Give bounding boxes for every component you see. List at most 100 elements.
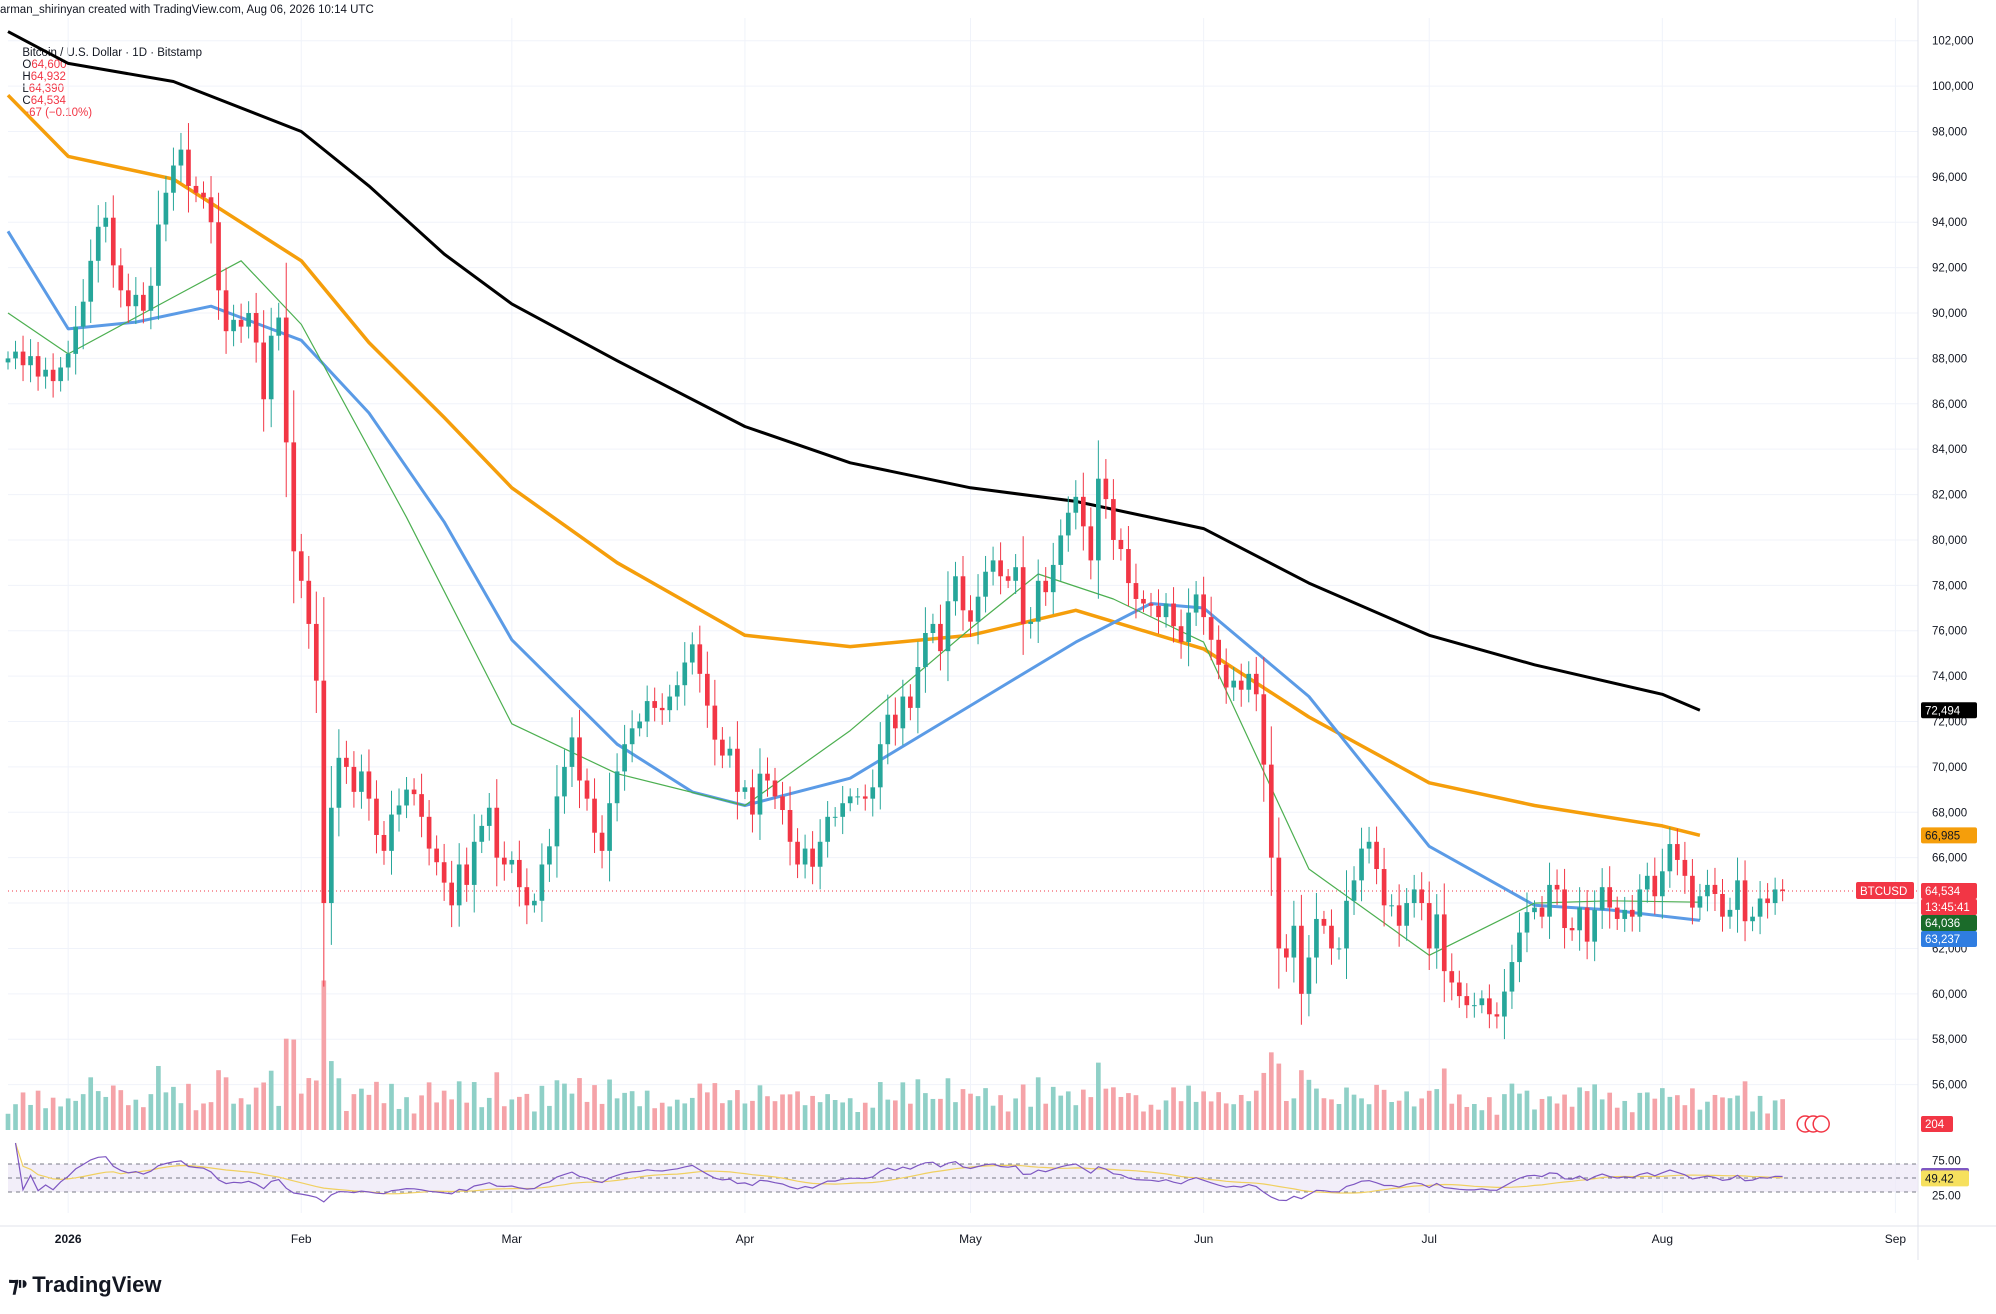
volume-bar	[712, 1083, 718, 1130]
volume-bar	[246, 1104, 251, 1130]
volume-bar	[599, 1103, 605, 1130]
volume-bar	[584, 1101, 590, 1130]
volume-bar	[870, 1107, 876, 1130]
volume-bar	[1449, 1103, 1455, 1130]
candle-body	[58, 367, 63, 382]
candle-body	[704, 673, 710, 706]
volume-bar	[1231, 1104, 1237, 1130]
volume-bar	[562, 1083, 567, 1130]
volume-bar	[1532, 1109, 1537, 1130]
volume-bar	[231, 1103, 236, 1130]
candle-body	[607, 803, 612, 851]
candle-body	[682, 662, 688, 686]
candle-body	[344, 757, 349, 767]
candle-body	[945, 601, 951, 652]
candle-body	[276, 317, 282, 336]
tradingview-logo[interactable]: ⁊⁍ TradingView	[8, 1272, 161, 1298]
volume-bar	[1411, 1106, 1417, 1130]
volume-bar	[1253, 1090, 1259, 1130]
ticker-label-bg	[1856, 881, 1914, 899]
x-tick-label: Sep	[1885, 1232, 1907, 1246]
candle-body	[1178, 626, 1184, 643]
volume-bar	[374, 1081, 379, 1130]
candle-body	[298, 551, 304, 581]
volume-bar	[411, 1113, 417, 1130]
price-labels: 52.8449.4272,49466,98564,53413:45:4164,0…	[1796, 702, 1977, 1187]
volume-bar	[1261, 1072, 1267, 1130]
x-tick-label: Jun	[1194, 1232, 1213, 1246]
event-flag-icon[interactable]	[1812, 1115, 1830, 1133]
candle-body	[1712, 884, 1718, 894]
x-tick-label: Mar	[501, 1232, 522, 1246]
candle-body	[712, 705, 718, 740]
candle-body	[1148, 603, 1154, 606]
volume-bar	[1562, 1094, 1567, 1130]
price-axis[interactable]: 56,00058,00060,00062,00064,00066,00068,0…	[1932, 36, 1974, 1203]
candle-body	[1314, 918, 1319, 958]
volume-bar	[141, 1107, 146, 1130]
candle-body	[900, 696, 906, 729]
volume-bar	[1614, 1107, 1620, 1130]
candle-body	[88, 260, 94, 302]
candle-body	[1614, 907, 1620, 919]
price-label-bg	[1921, 882, 1977, 899]
y-tick-label: 82,000	[1932, 490, 1967, 502]
volume-bar	[727, 1100, 733, 1130]
y-tick-label: 78,000	[1932, 580, 1967, 592]
candle-body	[780, 796, 785, 811]
candle-body	[592, 798, 597, 833]
volume-bar	[1028, 1106, 1034, 1130]
candle-body	[1238, 680, 1244, 690]
candle-body	[584, 780, 590, 799]
y-tick-label: 72,000	[1932, 717, 1967, 729]
volume-bar	[1193, 1101, 1199, 1130]
volume-bar	[1735, 1095, 1740, 1130]
volume-bar	[5, 1113, 11, 1130]
candle-body	[1223, 664, 1229, 688]
volume-bar	[110, 1085, 116, 1130]
y-tick-label: 80,000	[1932, 535, 1967, 547]
x-tick-label: May	[959, 1232, 982, 1246]
candle-body	[486, 807, 492, 826]
candle-body	[1667, 844, 1673, 872]
volume-bar	[178, 1103, 184, 1130]
volume-bar	[968, 1093, 973, 1130]
candle-body	[832, 816, 838, 818]
price-label: 66,985	[1925, 830, 1960, 842]
candle-body	[186, 149, 191, 186]
volume-bar	[1682, 1105, 1688, 1130]
volume-bar	[1426, 1090, 1432, 1130]
candle-body	[329, 807, 334, 904]
candle-body	[1231, 680, 1237, 688]
candle-body	[201, 192, 206, 198]
volume-bar	[1314, 1088, 1319, 1130]
candle-body	[441, 862, 447, 883]
volume-bar	[1772, 1100, 1778, 1130]
volume-bar	[953, 1102, 958, 1130]
price-chart[interactable]: 56,00058,00060,00062,00064,00066,00068,0…	[0, 0, 1996, 1260]
volume-bar	[840, 1102, 846, 1130]
candle-body	[614, 771, 620, 804]
candle-body	[65, 353, 71, 368]
volume-bar	[1013, 1098, 1018, 1130]
volume-bar	[1381, 1089, 1387, 1130]
volume-bar	[253, 1087, 259, 1130]
time-axis[interactable]: 2026 Feb Mar Apr May Jun Jul Aug Sep	[55, 1232, 1907, 1246]
candle-body	[156, 224, 161, 286]
price-label: 13:45:41	[1925, 902, 1970, 914]
candle-body	[1509, 962, 1515, 992]
volume-bar	[1389, 1102, 1394, 1130]
volume-bar	[1178, 1101, 1184, 1130]
moving-averages	[6, 30, 1701, 956]
y-tick-label: 96,000	[1932, 172, 1967, 184]
candle-body	[1186, 612, 1191, 643]
candle-body	[825, 816, 830, 842]
volume-bar	[291, 1039, 297, 1130]
high-label: H	[22, 71, 31, 83]
candle-body	[1697, 896, 1703, 908]
volume-bar	[1479, 1110, 1485, 1130]
candle-body	[1396, 905, 1402, 926]
volume-bar	[652, 1108, 658, 1130]
volume-bar	[359, 1088, 364, 1130]
close-value: 64,534	[30, 95, 66, 107]
